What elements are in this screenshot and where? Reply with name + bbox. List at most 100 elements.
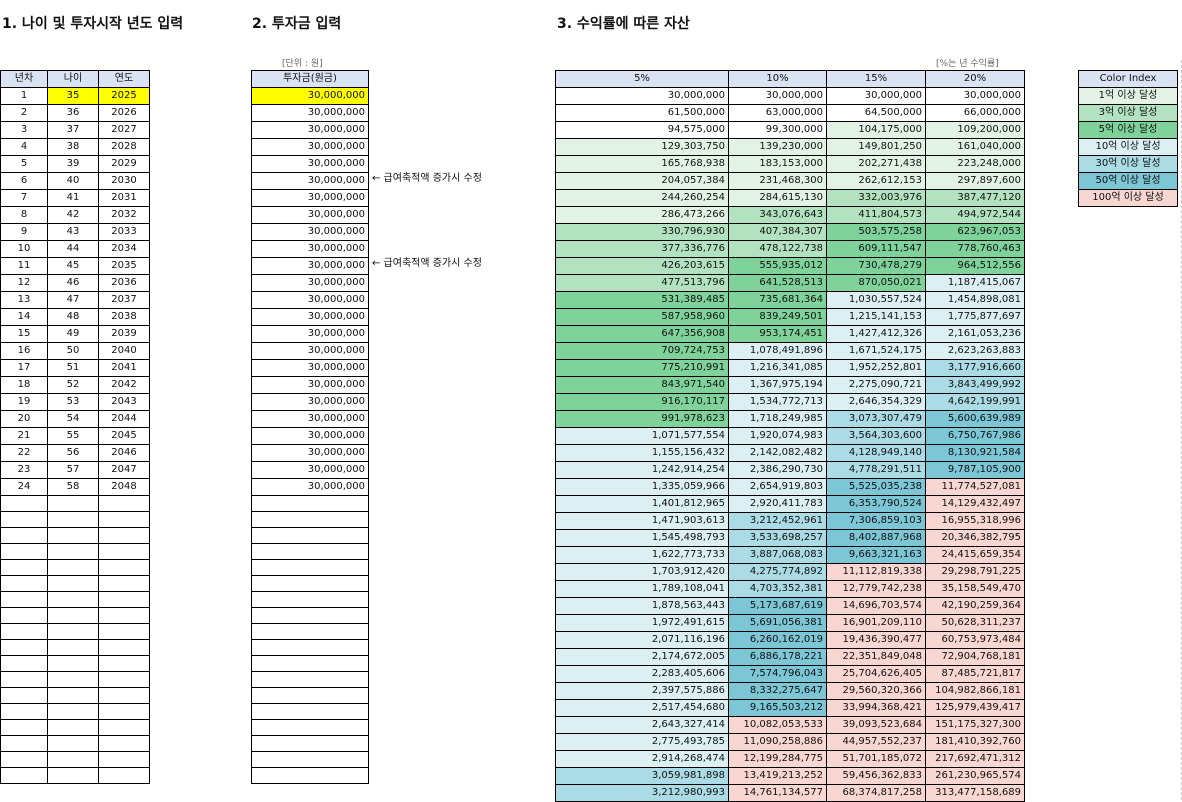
investment-cell[interactable]: 30,000,000 [251, 308, 369, 326]
age-cell: 46 [47, 274, 99, 292]
year-index-cell: 9 [0, 223, 48, 241]
asset-cell: 11,090,258,886 [728, 733, 827, 751]
title-section1: 1. 나이 및 투자시작 년도 입력 [2, 16, 184, 32]
year-cell: 2040 [98, 342, 150, 360]
year-index-cell [0, 671, 48, 688]
investment-cell[interactable]: 30,000,000 [251, 257, 369, 275]
investment-cell[interactable]: 30,000,000 [251, 410, 369, 428]
year-index-cell [0, 735, 48, 752]
table-row: 1,401,812,965 2,920,411,783 6,353,790,524 1… [555, 495, 1025, 513]
legend-row: 1억 이상 달성 [1078, 87, 1178, 105]
asset-cell: 2,914,268,474 [555, 750, 729, 768]
asset-cell: 99,300,000 [728, 121, 827, 139]
asset-cell: 29,560,320,366 [826, 682, 926, 700]
investment-cell[interactable]: 30,000,000 [251, 478, 369, 496]
investment-cell[interactable]: 30,000,000 [251, 461, 369, 479]
asset-cell: 1,920,074,983 [728, 427, 827, 445]
investment-cell [251, 495, 369, 512]
asset-cell: 2,161,053,236 [925, 325, 1025, 343]
year-index-cell: 15 [0, 325, 48, 343]
asset-cell: 104,982,866,181 [925, 682, 1025, 700]
asset-cell: 1,545,498,793 [555, 529, 729, 547]
investment-cell[interactable]: 30,000,000 [251, 206, 369, 224]
year-cell: 2038 [98, 308, 150, 326]
rate-header-cell: 20% [925, 70, 1025, 88]
investment-cell[interactable]: 30,000,000 [251, 223, 369, 241]
asset-cell: 1,401,812,965 [555, 495, 729, 513]
year-index-cell: 19 [0, 393, 48, 411]
investment-cell[interactable]: 30,000,000 [251, 376, 369, 394]
legend-item: 50억 이상 달성 [1078, 172, 1178, 190]
investment-cell[interactable]: 30,000,000 [251, 138, 369, 156]
table-row [0, 495, 150, 512]
asset-cell: 2,654,919,803 [728, 478, 827, 496]
asset-cell: 94,575,000 [555, 121, 729, 139]
investment-cell[interactable]: 30,000,000 [251, 291, 369, 309]
table-row: 2,775,493,785 11,090,258,886 44,957,552,23… [555, 733, 1025, 751]
investment-cell[interactable]: 30,000,000 [251, 393, 369, 411]
age-cell [47, 559, 99, 576]
year-index-cell: 5 [0, 155, 48, 173]
investment-cell[interactable]: 30,000,000 [251, 104, 369, 122]
age-cell: 43 [47, 223, 99, 241]
year-cell [98, 687, 150, 704]
year-cell [98, 607, 150, 624]
table-row: 30,000,000 [251, 240, 369, 258]
investment-cell[interactable]: 30,000,000 [251, 325, 369, 343]
investment-cell[interactable]: 30,000,000 [251, 342, 369, 360]
table-row: 30,000,000 [251, 325, 369, 343]
age-cell [47, 687, 99, 704]
table-row: 30,000,000 [251, 342, 369, 360]
table-row [251, 527, 369, 544]
asset-cell: 2,397,575,886 [555, 682, 729, 700]
investment-cell[interactable]: 30,000,000 [251, 155, 369, 173]
age-cell [47, 607, 99, 624]
year-cell[interactable]: 2025 [98, 87, 150, 105]
year-index-cell [0, 559, 48, 576]
investment-cell[interactable]: 30,000,000 [251, 444, 369, 462]
asset-cell: 4,128,949,140 [826, 444, 926, 462]
asset-cell: 104,175,000 [826, 121, 926, 139]
investment-cell[interactable]: 30,000,000 [251, 189, 369, 207]
investment-cell[interactable]: 30,000,000 [251, 274, 369, 292]
age-cell: 49 [47, 325, 99, 343]
asset-cell: 202,271,438 [826, 155, 926, 173]
table-row: 843,971,540 1,367,975,194 2,275,090,721 3,8… [555, 376, 1025, 394]
investment-cell[interactable]: 30,000,000 [251, 87, 369, 105]
asset-cell: 50,628,311,237 [925, 614, 1025, 632]
legend-row: 100억 이상 달성 [1078, 189, 1178, 207]
asset-cell: 262,612,153 [826, 172, 926, 190]
asset-cell: 4,642,199,991 [925, 393, 1025, 411]
asset-cell: 14,696,703,574 [826, 597, 926, 615]
table-row: 30,000,000 [251, 308, 369, 326]
investment-cell[interactable]: 30,000,000 [251, 240, 369, 258]
age-cell[interactable]: 35 [47, 87, 99, 105]
investment-cell[interactable]: 30,000,000 [251, 172, 369, 190]
table-row: 10 44 2034 [0, 240, 150, 258]
table-row: 709,724,753 1,078,491,896 1,671,524,175 2,6… [555, 342, 1025, 360]
asset-cell: 68,374,817,258 [826, 784, 926, 802]
table-row: 9 43 2033 [0, 223, 150, 241]
table-row: 30,000,000 [251, 206, 369, 224]
table-row [0, 703, 150, 720]
table-row: 204,057,384 231,468,300 262,612,153 297,897… [555, 172, 1025, 190]
header-row: 투자금(원금) [251, 70, 369, 88]
asset-cell: 3,073,307,479 [826, 410, 926, 428]
age-cell [47, 655, 99, 672]
table-row: 30,000,000 [251, 274, 369, 292]
table-row: 1,878,563,443 5,173,687,619 14,696,703,574… [555, 597, 1025, 615]
asset-cell: 42,190,259,364 [925, 597, 1025, 615]
investment-cell[interactable]: 30,000,000 [251, 427, 369, 445]
year-index-cell: 12 [0, 274, 48, 292]
investment-cell[interactable]: 30,000,000 [251, 359, 369, 377]
asset-cell: 2,623,263,883 [925, 342, 1025, 360]
asset-cell: 478,122,738 [728, 240, 827, 258]
year-index-cell: 7 [0, 189, 48, 207]
investment-cell[interactable]: 30,000,000 [251, 121, 369, 139]
year-cell: 2048 [98, 478, 150, 496]
year-index-cell: 18 [0, 376, 48, 394]
table-row [251, 591, 369, 608]
investment-cell [251, 751, 369, 768]
table-row: 1,155,156,432 2,142,082,482 4,128,949,140 8… [555, 444, 1025, 462]
asset-cell: 4,703,352,381 [728, 580, 827, 598]
